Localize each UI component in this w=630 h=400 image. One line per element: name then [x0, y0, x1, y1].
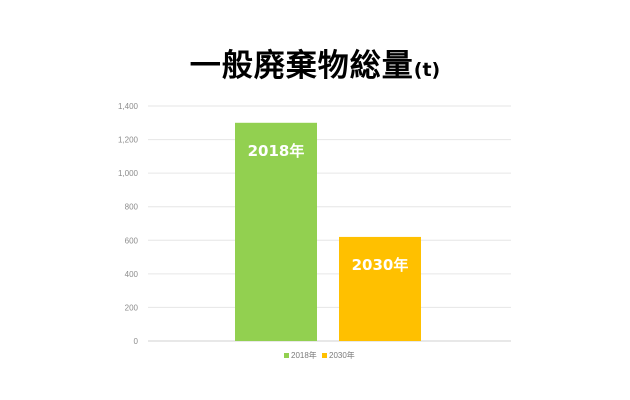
- legend-entry: 2030年: [329, 350, 355, 360]
- chart-title-unit: (t): [413, 59, 441, 81]
- bar-2018年: [235, 122, 317, 342]
- y-tick-label: 1,200: [118, 136, 139, 145]
- y-tick-label: 200: [125, 303, 139, 312]
- legend-swatch: [284, 353, 289, 358]
- bar-data-label: 2018年: [248, 142, 305, 160]
- bar-data-label: 2030年: [352, 256, 409, 274]
- y-tick-label: 400: [125, 270, 139, 279]
- chart-title: 一般廃棄物総量(t): [0, 40, 630, 85]
- y-tick-label: 800: [125, 203, 139, 212]
- legend-entry: 2018年: [291, 350, 317, 360]
- bar-2030年: [339, 236, 421, 341]
- legend-swatch: [322, 353, 327, 358]
- y-tick-label: 600: [125, 236, 139, 245]
- y-tick-label: 1,000: [118, 169, 139, 178]
- y-tick-label: 1,400: [118, 102, 139, 111]
- chart-title-text: 一般廃棄物総量: [189, 48, 414, 84]
- y-tick-label: 0: [134, 337, 139, 346]
